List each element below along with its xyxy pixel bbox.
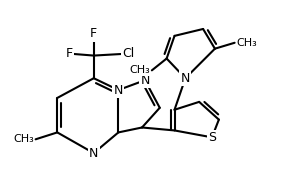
Text: F: F xyxy=(65,47,73,60)
Text: CH₃: CH₃ xyxy=(13,134,34,144)
Text: N: N xyxy=(114,84,123,96)
Text: N: N xyxy=(140,74,150,87)
Text: S: S xyxy=(208,131,216,144)
Text: CH₃: CH₃ xyxy=(129,65,150,75)
Text: N: N xyxy=(89,147,98,160)
Text: F: F xyxy=(90,27,97,40)
Text: CH₃: CH₃ xyxy=(237,38,257,48)
Text: Cl: Cl xyxy=(122,47,134,60)
Text: N: N xyxy=(181,72,190,85)
